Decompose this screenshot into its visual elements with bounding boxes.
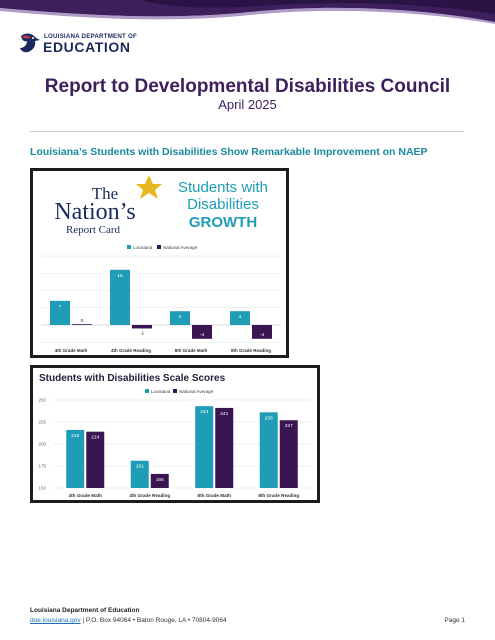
- legend-label-0: Louisiana: [133, 245, 153, 250]
- bar2-1-1: [150, 473, 169, 488]
- data-label-1-0: 0: [81, 318, 84, 324]
- bar2-0-3: [259, 412, 278, 488]
- page-subtitle: April 2025: [218, 97, 277, 112]
- footer-org: Louisiana Department of Education: [30, 607, 140, 614]
- growth-heading-line3: GROWTH: [189, 214, 257, 231]
- category2-label-1: 4th Grade Reading: [129, 493, 170, 498]
- bar-1-1: [132, 325, 152, 329]
- category-label-0: 4th Grade Math: [55, 348, 88, 353]
- category-label-3: 8th Grade Reading: [231, 348, 271, 353]
- page-title: Report to Developmental Disabilities Cou…: [44, 76, 451, 97]
- bar2-1-0: [86, 431, 105, 488]
- page-number: Page 1: [444, 617, 465, 624]
- report-card-line2: Nation’s: [54, 199, 135, 225]
- y-tick-label-0: 150: [38, 486, 46, 491]
- data2-label-1-3: 227: [285, 423, 293, 429]
- data2-label-1-1: 166: [156, 477, 164, 483]
- scale-scores-chart: Students with Disabilities Scale Scores L…: [38, 373, 311, 498]
- bar-1-3: [252, 325, 272, 339]
- y-tick-label-1: 175: [38, 464, 46, 469]
- bar-1-2: [192, 325, 212, 339]
- bar-1-0: [72, 324, 92, 325]
- scale-scores-panel: Students with Disabilities Scale Scores L…: [30, 365, 320, 503]
- data-label-0-3: 4: [239, 314, 242, 320]
- scale-scores-svg: Students with Disabilities Scale Scores L…: [38, 373, 311, 498]
- category-label-1: 4th Grade Reading: [111, 348, 151, 353]
- data2-label-1-2: 241: [220, 411, 228, 417]
- ldoe-logo: LOUISIANA DEPARTMENT OF EDUCATION: [18, 30, 158, 56]
- footer-separator: |: [82, 617, 86, 624]
- bar2-0-2: [195, 406, 214, 488]
- headline: Louisiana’s Students with Disabilities S…: [30, 146, 428, 158]
- data-label-1-1: -1: [140, 330, 145, 336]
- data-label-1-2: -4: [200, 332, 205, 338]
- category2-label-3: 8th Grade Reading: [258, 493, 299, 498]
- data2-label-0-3: 236: [265, 415, 273, 421]
- bar-0-0: [50, 300, 70, 325]
- divider: [30, 131, 464, 132]
- category-label-2: 8th Grade Math: [175, 348, 208, 353]
- growth-heading-line1: Students with: [178, 179, 268, 196]
- legend-swatch-1: [157, 245, 161, 249]
- legend2-label-0: Louisiana: [151, 389, 171, 394]
- legend-swatch-0: [127, 245, 131, 249]
- data-label-0-0: 7: [59, 304, 62, 310]
- bar-0-2: [170, 311, 190, 325]
- category2-label-2: 8th Grade Math: [198, 493, 232, 498]
- growth-heading-line2: Disabilities: [187, 196, 259, 213]
- y-tick-label-2: 200: [38, 442, 46, 447]
- bar-0-1: [110, 269, 130, 325]
- top-banner: [0, 0, 495, 24]
- data-label-0-2: 4: [179, 314, 182, 320]
- data-label-1-3: -4: [260, 332, 265, 338]
- legend-label-1: National Average: [163, 245, 198, 250]
- data2-label-0-1: 181: [136, 464, 144, 470]
- logo-line2: EDUCATION: [43, 39, 131, 55]
- pelican-icon: [20, 33, 40, 53]
- bar2-0-0: [66, 429, 85, 488]
- data2-label-1-0: 214: [91, 435, 99, 441]
- y-tick-label-4: 250: [38, 398, 46, 403]
- chart2-title: Students with Disabilities Scale Scores: [39, 373, 226, 384]
- data2-label-0-2: 243: [200, 409, 208, 415]
- data2-label-0-0: 216: [71, 433, 79, 439]
- star-icon: [136, 175, 162, 199]
- legend2-swatch-0: [145, 389, 149, 393]
- bar2-1-3: [279, 420, 298, 488]
- category2-label-0: 4th Grade Math: [69, 493, 103, 498]
- report-card-logo: The Nation’s Report Card: [54, 175, 162, 236]
- bar2-0-1: [130, 460, 149, 488]
- growth-panel-svg: The Nation’s Report Card Students with D…: [41, 175, 281, 353]
- report-card-line1: The: [92, 184, 118, 203]
- bar-0-3: [230, 311, 250, 325]
- footer-link[interactable]: doe.louisiana.gov: [30, 617, 81, 624]
- bar2-1-2: [215, 407, 234, 488]
- y-tick-label-3: 225: [38, 420, 46, 425]
- data-label-0-1: 16: [117, 273, 123, 279]
- footer-address: P.O. Box 94064 • Baton Rouge, LA • 70804…: [85, 617, 227, 624]
- logo-line1: LOUISIANA DEPARTMENT OF: [44, 33, 137, 40]
- legend2-label-1: National Average: [179, 389, 214, 394]
- report-card-line3: Report Card: [66, 224, 121, 236]
- footer-address-line: doe.louisiana.gov | P.O. Box 94064 • Bat…: [30, 617, 227, 624]
- growth-panel: The Nation’s Report Card Students with D…: [30, 168, 289, 358]
- growth-chart: Louisiana National Average 7 0 4th Grade Mat…: [41, 245, 281, 353]
- legend2-swatch-1: [173, 389, 177, 393]
